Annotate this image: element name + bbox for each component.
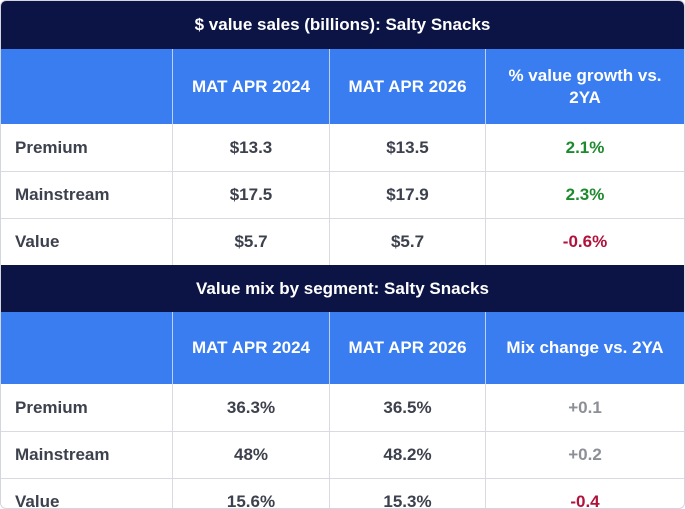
table1-header-empty — [1, 49, 172, 124]
mix-change-value: +0.2 — [485, 432, 684, 478]
value-2026: $13.5 — [329, 124, 485, 171]
table2-header-mix-change: Mix change vs. 2YA — [485, 312, 684, 384]
row-label: Premium — [15, 137, 88, 157]
table-row: Mainstream 48% 48.2% +0.2 — [1, 431, 684, 478]
table1-header-growth: % value growth vs. 2YA — [485, 49, 684, 124]
value-2026: 48.2% — [329, 432, 485, 478]
value-2024: $5.7 — [172, 219, 329, 265]
table-row: Mainstream $17.5 $17.9 2.3% — [1, 171, 684, 218]
value-2024: 15.6% — [172, 479, 329, 508]
table-row: Premium 36.3% 36.5% +0.1 — [1, 384, 684, 431]
value-2026: $5.7 — [329, 219, 485, 265]
growth-value: 2.1% — [485, 124, 684, 171]
value-2024: $13.3 — [172, 124, 329, 171]
row-label: Mainstream — [15, 445, 110, 464]
table1-title: $ value sales (billions): Salty Snacks — [1, 1, 684, 49]
table2-body: Premium 36.3% 36.5% +0.1 Mainstream 48% … — [1, 384, 684, 509]
table-row: Premium $13.3 $13.5 2.1% — [1, 124, 684, 171]
table2-header-empty — [1, 312, 172, 384]
value-2026: 36.5% — [329, 384, 485, 431]
value-2026: 15.3% — [329, 479, 485, 508]
table2-header-2026: MAT APR 2026 — [329, 312, 485, 384]
value-2024: 48% — [172, 432, 329, 478]
table1-header-2024: MAT APR 2024 — [172, 49, 329, 124]
table2-header-row: MAT APR 2024 MAT APR 2026 Mix change vs.… — [1, 312, 684, 384]
value-2024: $17.5 — [172, 172, 329, 218]
table2-header-2024: MAT APR 2024 — [172, 312, 329, 384]
table1-header-row: MAT APR 2024 MAT APR 2026 % value growth… — [1, 49, 684, 124]
table1-body: Premium $13.3 $13.5 2.1% Mainstream $17.… — [1, 124, 684, 265]
table2-title: Value mix by segment: Salty Snacks — [1, 265, 684, 312]
row-label: Value — [15, 232, 60, 251]
value-2026: $17.9 — [329, 172, 485, 218]
mix-change-value: +0.1 — [485, 384, 684, 431]
growth-value: 2.3% — [485, 172, 684, 218]
table1-header-2026: MAT APR 2026 — [329, 49, 485, 124]
value-2024: 36.3% — [172, 384, 329, 431]
growth-value: -0.6% — [485, 219, 684, 265]
row-label: Mainstream — [15, 185, 110, 204]
table-row: Value $5.7 $5.7 -0.6% — [1, 218, 684, 265]
row-label: Value — [15, 492, 60, 509]
mix-change-value: -0.4 — [485, 479, 684, 508]
table-row: Value 15.6% 15.3% -0.4 — [1, 478, 684, 509]
row-label: Premium — [15, 397, 88, 417]
